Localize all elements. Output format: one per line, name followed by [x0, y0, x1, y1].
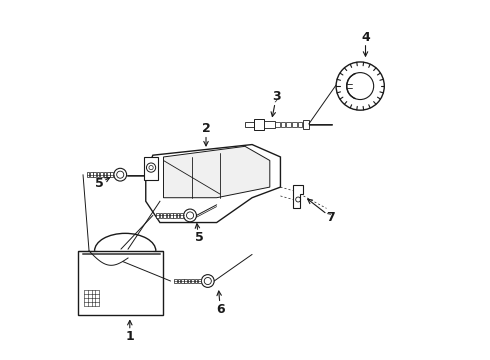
Polygon shape [164, 146, 270, 198]
Polygon shape [90, 172, 93, 177]
Polygon shape [292, 122, 297, 127]
Polygon shape [298, 122, 302, 127]
Text: 6: 6 [216, 303, 224, 316]
Text: 2: 2 [202, 122, 210, 135]
Polygon shape [103, 172, 106, 177]
Polygon shape [181, 279, 184, 283]
Polygon shape [163, 213, 166, 218]
Polygon shape [195, 279, 197, 283]
Text: 5: 5 [95, 177, 104, 190]
Polygon shape [97, 172, 99, 177]
Polygon shape [107, 172, 110, 177]
Polygon shape [177, 213, 179, 218]
Polygon shape [191, 279, 194, 283]
Circle shape [336, 62, 384, 110]
Polygon shape [177, 279, 180, 283]
Polygon shape [146, 145, 280, 222]
Polygon shape [156, 213, 159, 218]
Polygon shape [293, 185, 303, 208]
Polygon shape [94, 172, 96, 177]
Text: 5: 5 [195, 231, 203, 244]
Polygon shape [180, 213, 183, 218]
Polygon shape [184, 279, 187, 283]
Text: 3: 3 [272, 90, 281, 103]
Polygon shape [281, 122, 285, 127]
Text: 7: 7 [326, 211, 335, 224]
Polygon shape [170, 213, 172, 218]
Polygon shape [303, 121, 309, 129]
Polygon shape [275, 122, 280, 127]
Text: 1: 1 [125, 330, 134, 343]
Polygon shape [174, 279, 177, 283]
Polygon shape [265, 121, 275, 128]
Polygon shape [100, 172, 103, 177]
Text: 4: 4 [361, 31, 370, 44]
Polygon shape [198, 279, 200, 283]
Polygon shape [87, 172, 89, 177]
Polygon shape [144, 157, 158, 180]
Polygon shape [173, 213, 176, 218]
Polygon shape [110, 172, 113, 177]
Polygon shape [287, 122, 291, 127]
Polygon shape [254, 119, 265, 130]
Polygon shape [245, 122, 254, 127]
Polygon shape [167, 213, 169, 218]
Polygon shape [188, 279, 190, 283]
Polygon shape [160, 213, 162, 218]
Polygon shape [78, 251, 164, 315]
